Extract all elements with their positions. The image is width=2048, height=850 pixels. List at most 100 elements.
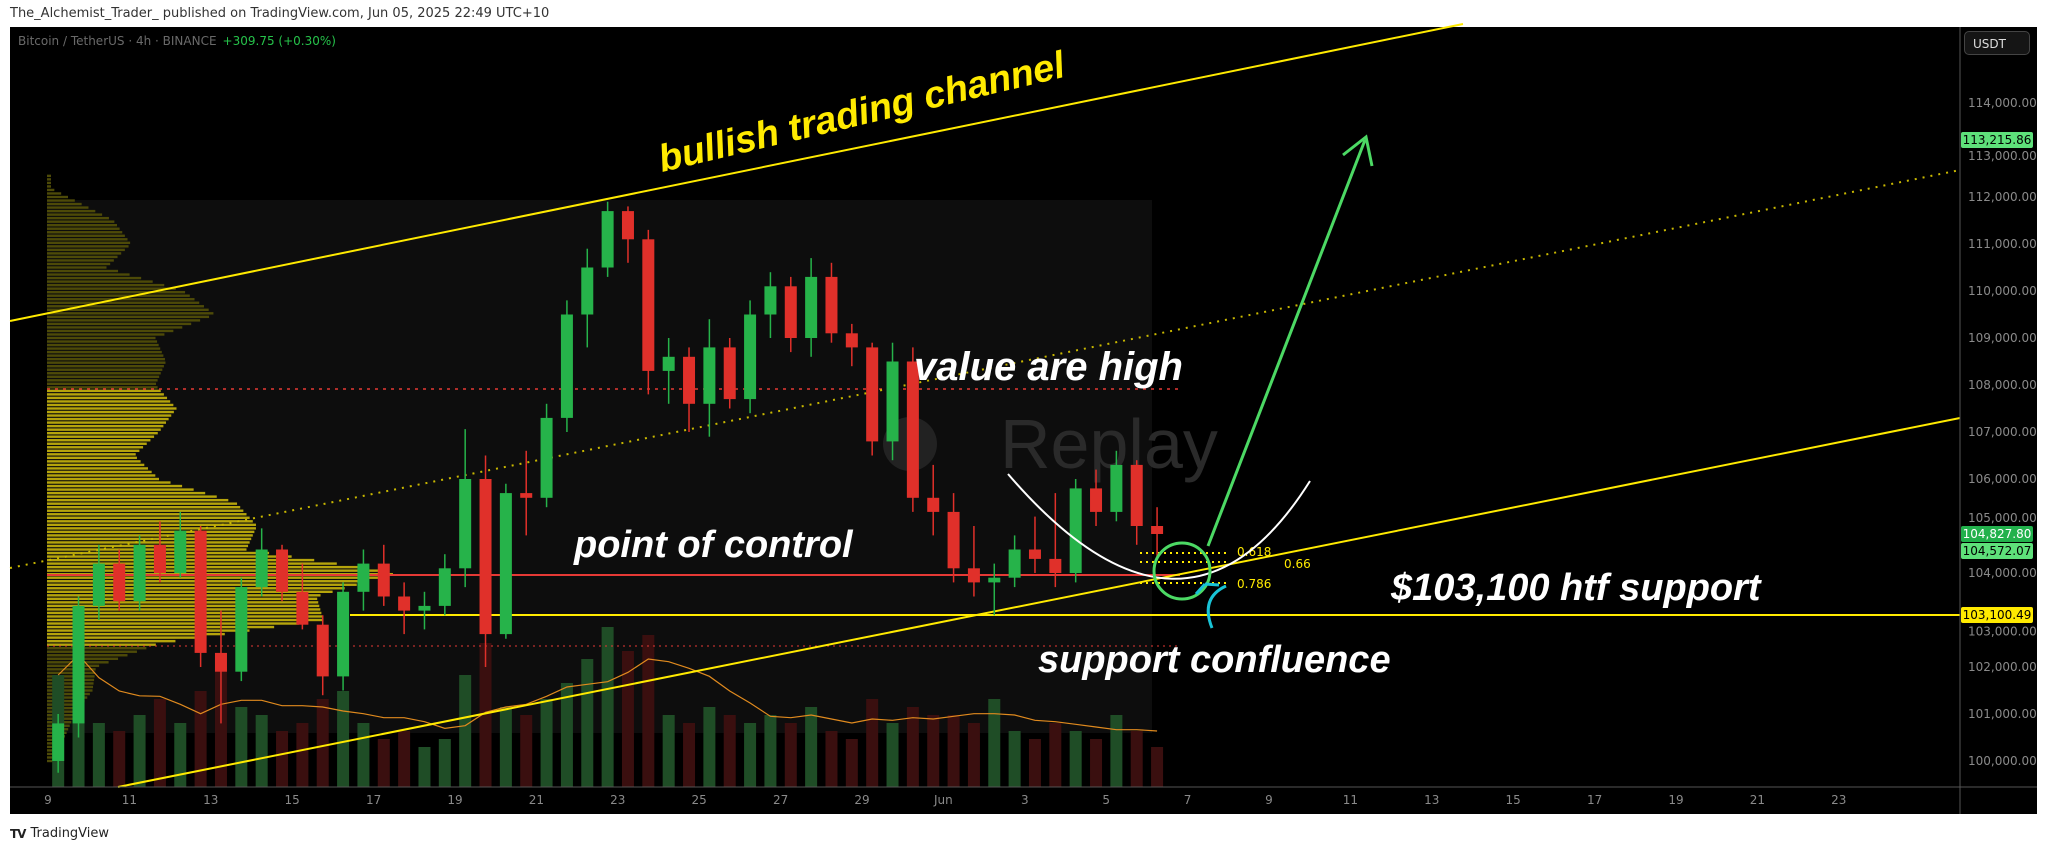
volume-bar xyxy=(723,715,736,787)
candle-body xyxy=(357,563,370,592)
profile-bar xyxy=(47,752,58,756)
candle xyxy=(662,338,675,404)
profile-bar xyxy=(47,548,247,551)
brand-name: TradingView xyxy=(30,826,110,841)
candle xyxy=(723,338,736,409)
profile-bar xyxy=(47,259,114,262)
candle-body xyxy=(540,417,553,498)
time-axis[interactable]: 9 11 13 15 17 19 21 23 25 27 29 Jun 3 5 7 9 11 13 15 17 19 21… xyxy=(44,793,1846,807)
price-tick-label: 107,000.00 xyxy=(1968,425,2037,439)
time-tick-label: Jun xyxy=(933,793,953,807)
profile-bar xyxy=(47,477,159,481)
candle-body xyxy=(235,587,248,672)
profile-bar xyxy=(47,474,156,477)
profile-bar xyxy=(47,639,176,643)
profile-bar xyxy=(47,319,201,322)
currency-label: USDT xyxy=(1973,37,2006,51)
candle xyxy=(601,201,614,277)
profile-bar xyxy=(47,523,256,527)
fib-levels: 0.618 0.66 0.786 xyxy=(1140,545,1311,591)
candle xyxy=(113,549,126,611)
profile-bar xyxy=(47,276,142,280)
volume-bar xyxy=(357,723,370,787)
price-axis[interactable]: 114,000.00 113,000.00 112,000.00 111,000.00… xyxy=(1968,96,2037,768)
profile-bar xyxy=(47,414,172,417)
profile-bar xyxy=(47,435,155,438)
rounded-bottom-curve[interactable] xyxy=(1007,473,1311,580)
profile-bar xyxy=(47,227,120,230)
volume-bar xyxy=(133,715,146,787)
profile-bar xyxy=(47,682,94,685)
candle-body xyxy=(988,577,1001,583)
candle xyxy=(438,554,451,616)
profile-bar xyxy=(47,343,159,347)
annotation-value-area-high: value are high xyxy=(914,345,1183,389)
profile-bar xyxy=(47,671,96,675)
currency-button[interactable]: USDT xyxy=(1964,31,2030,55)
channel-upper-line[interactable] xyxy=(9,23,1464,322)
profile-bar xyxy=(47,241,131,245)
candle-body xyxy=(703,347,716,404)
volume-bar xyxy=(1130,731,1143,787)
candle xyxy=(703,319,716,437)
channel-lower-line[interactable] xyxy=(117,417,1961,788)
candle-body xyxy=(52,723,65,761)
volume-bar xyxy=(316,699,329,787)
profile-bar xyxy=(47,403,174,407)
price-tick-label: 104,000.00 xyxy=(1968,566,2037,580)
profile-bar xyxy=(47,199,75,202)
price-tag: 113,215.86 xyxy=(1961,131,2033,148)
profile-bar xyxy=(47,689,93,692)
profile-bar xyxy=(47,308,209,311)
candle xyxy=(988,563,1001,616)
profile-bar xyxy=(47,185,51,188)
profile-bar xyxy=(47,488,194,491)
candle xyxy=(337,582,350,691)
time-tick-label: 17 xyxy=(1587,793,1602,807)
volume-bar xyxy=(438,739,451,787)
profile-bar xyxy=(47,654,128,657)
candle-body xyxy=(418,605,431,611)
profile-bar xyxy=(47,456,137,460)
candle-body xyxy=(744,314,757,400)
profile-bar xyxy=(47,509,244,512)
profile-bar xyxy=(47,209,96,213)
profile-bar xyxy=(47,206,89,209)
candle xyxy=(72,596,85,738)
profile-bar xyxy=(47,576,381,579)
candle-body xyxy=(805,276,818,338)
profile-bar xyxy=(47,618,324,622)
candle-body xyxy=(72,605,85,724)
candle xyxy=(886,342,899,461)
candle-body xyxy=(662,356,675,371)
profile-bar xyxy=(47,238,128,241)
confluence-circle[interactable] xyxy=(1152,541,1212,601)
profile-bar xyxy=(47,393,164,396)
profile-bar xyxy=(47,513,247,516)
profile-bar xyxy=(47,213,103,216)
volume-bar xyxy=(764,715,777,787)
profile-bar xyxy=(47,389,161,393)
candle-body xyxy=(866,347,879,442)
candle xyxy=(764,272,777,338)
profile-bar xyxy=(47,220,115,223)
profile-bar xyxy=(47,467,148,470)
candles xyxy=(52,201,1164,773)
profile-bar xyxy=(47,615,323,618)
profile-bar xyxy=(47,685,94,689)
symbol-name: Bitcoin / TetherUS · 4h · BINANCE xyxy=(18,34,217,48)
profile-bar xyxy=(47,537,252,541)
profile-bar xyxy=(47,375,160,378)
candle xyxy=(1008,535,1021,588)
volume-bar xyxy=(621,651,634,787)
volume-moving-average xyxy=(57,654,1158,732)
profile-bar xyxy=(47,333,165,336)
candle xyxy=(398,582,411,635)
time-tick-label: 25 xyxy=(692,793,707,807)
candle-body xyxy=(764,286,777,315)
profile-bar xyxy=(47,520,253,523)
profile-bar xyxy=(47,255,118,259)
volume-bar xyxy=(866,699,879,787)
profile-bar xyxy=(47,301,200,304)
